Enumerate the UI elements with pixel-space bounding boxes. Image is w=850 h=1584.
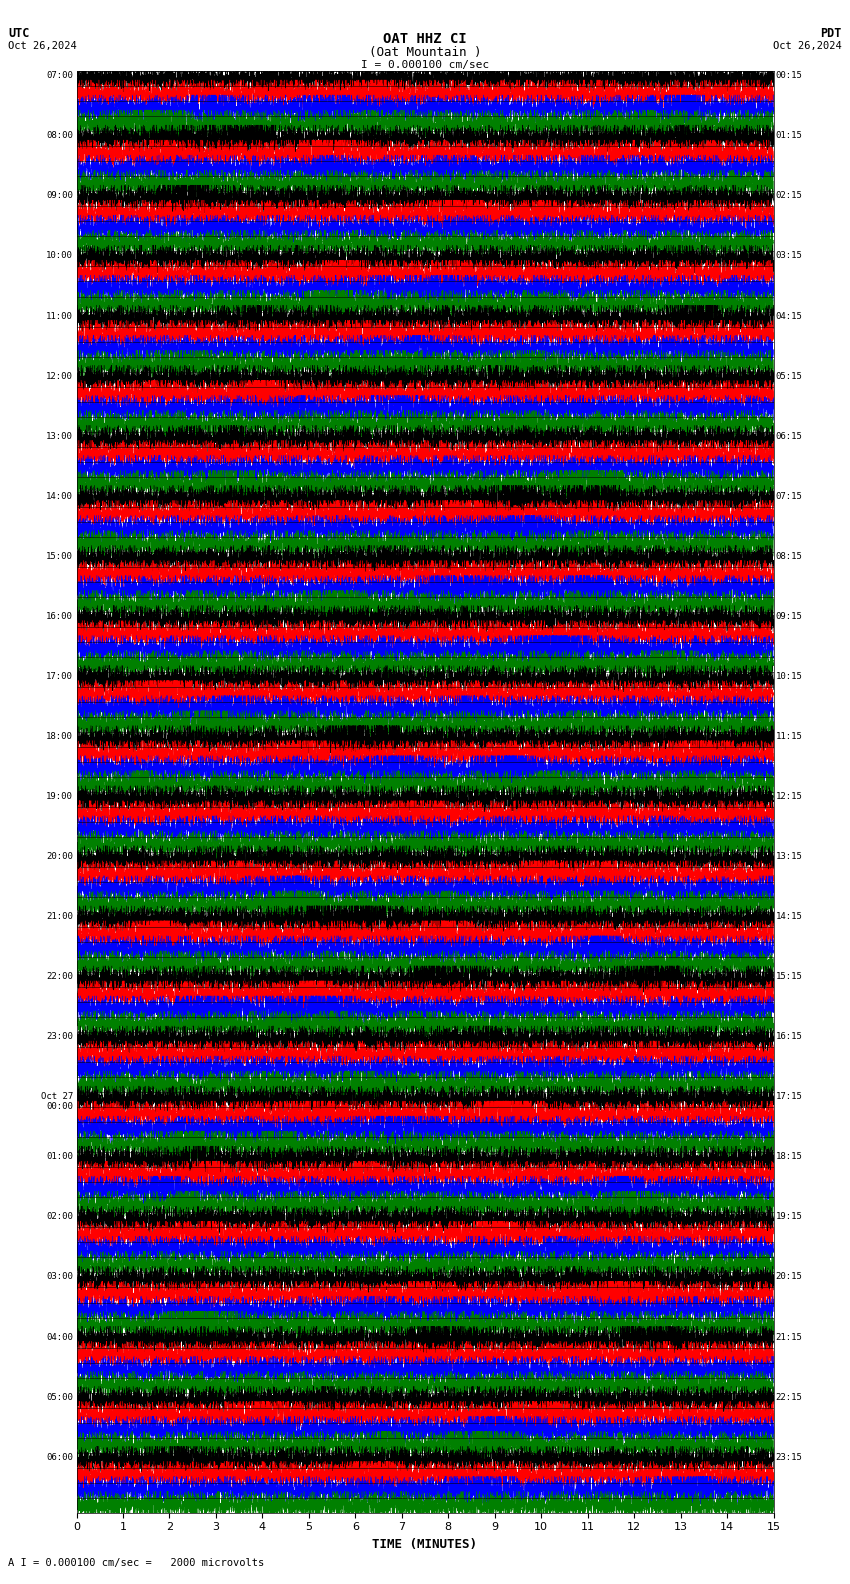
- Text: 20:00: 20:00: [46, 852, 73, 862]
- Text: 05:00: 05:00: [46, 1392, 73, 1402]
- Text: 22:00: 22:00: [46, 973, 73, 980]
- Text: 16:00: 16:00: [46, 611, 73, 621]
- Text: (Oat Mountain ): (Oat Mountain ): [369, 46, 481, 59]
- Text: 04:15: 04:15: [775, 312, 802, 320]
- Text: OAT HHZ CI: OAT HHZ CI: [383, 32, 467, 46]
- Text: 14:00: 14:00: [46, 491, 73, 501]
- Text: 00:15: 00:15: [775, 71, 802, 81]
- Text: 01:00: 01:00: [46, 1152, 73, 1161]
- Text: 23:15: 23:15: [775, 1453, 802, 1462]
- Text: 23:00: 23:00: [46, 1033, 73, 1041]
- Text: 21:00: 21:00: [46, 912, 73, 922]
- Text: Oct 26,2024: Oct 26,2024: [773, 41, 842, 51]
- Text: 15:15: 15:15: [775, 973, 802, 980]
- Text: 06:00: 06:00: [46, 1453, 73, 1462]
- Text: 14:15: 14:15: [775, 912, 802, 922]
- Text: 01:15: 01:15: [775, 131, 802, 141]
- Text: 10:15: 10:15: [775, 672, 802, 681]
- Text: 08:15: 08:15: [775, 551, 802, 561]
- Text: 06:15: 06:15: [775, 431, 802, 440]
- Text: 17:15: 17:15: [775, 1093, 802, 1101]
- Text: 19:15: 19:15: [775, 1212, 802, 1221]
- Text: 16:15: 16:15: [775, 1033, 802, 1041]
- Text: 03:00: 03:00: [46, 1272, 73, 1281]
- Text: Oct 27
00:00: Oct 27 00:00: [41, 1093, 73, 1110]
- Text: 22:15: 22:15: [775, 1392, 802, 1402]
- Text: Oct 26,2024: Oct 26,2024: [8, 41, 77, 51]
- Text: 07:15: 07:15: [775, 491, 802, 501]
- Text: 07:00: 07:00: [46, 71, 73, 81]
- Text: 18:00: 18:00: [46, 732, 73, 741]
- Text: 11:15: 11:15: [775, 732, 802, 741]
- X-axis label: TIME (MINUTES): TIME (MINUTES): [372, 1538, 478, 1551]
- Text: 04:00: 04:00: [46, 1332, 73, 1342]
- Text: 21:15: 21:15: [775, 1332, 802, 1342]
- Text: A I = 0.000100 cm/sec =   2000 microvolts: A I = 0.000100 cm/sec = 2000 microvolts: [8, 1559, 264, 1568]
- Text: 12:15: 12:15: [775, 792, 802, 802]
- Text: 12:00: 12:00: [46, 372, 73, 380]
- Text: 02:15: 02:15: [775, 192, 802, 201]
- Text: 18:15: 18:15: [775, 1152, 802, 1161]
- Text: 09:00: 09:00: [46, 192, 73, 201]
- Text: 03:15: 03:15: [775, 252, 802, 260]
- Text: 10:00: 10:00: [46, 252, 73, 260]
- Text: 20:15: 20:15: [775, 1272, 802, 1281]
- Text: PDT: PDT: [820, 27, 842, 40]
- Text: 19:00: 19:00: [46, 792, 73, 802]
- Text: 11:00: 11:00: [46, 312, 73, 320]
- Text: 02:00: 02:00: [46, 1212, 73, 1221]
- Text: 09:15: 09:15: [775, 611, 802, 621]
- Text: UTC: UTC: [8, 27, 30, 40]
- Text: I = 0.000100 cm/sec: I = 0.000100 cm/sec: [361, 60, 489, 70]
- Text: 13:15: 13:15: [775, 852, 802, 862]
- Text: 08:00: 08:00: [46, 131, 73, 141]
- Text: 17:00: 17:00: [46, 672, 73, 681]
- Text: 13:00: 13:00: [46, 431, 73, 440]
- Text: 05:15: 05:15: [775, 372, 802, 380]
- Text: 15:00: 15:00: [46, 551, 73, 561]
